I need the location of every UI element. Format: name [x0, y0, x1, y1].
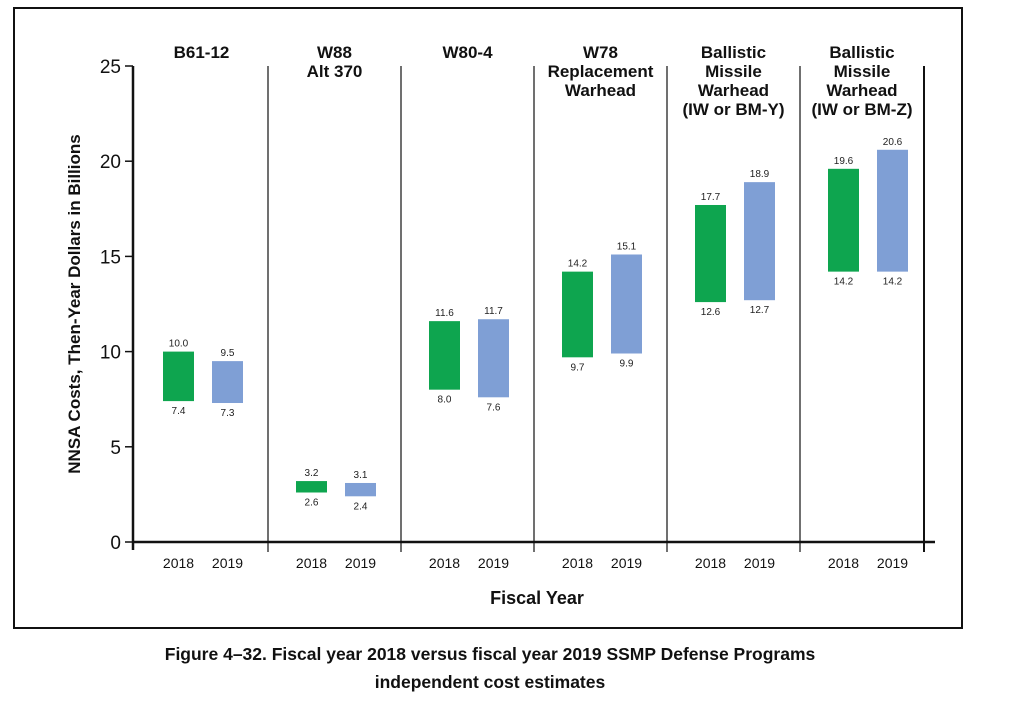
bar-low-label: 14.2	[883, 277, 903, 288]
bar-high-label: 15.1	[617, 241, 637, 252]
bar-low-label: 7.6	[487, 402, 501, 413]
bar-high-label: 11.6	[435, 308, 454, 319]
group-title: Warhead	[565, 81, 636, 100]
bar-high-label: 11.7	[484, 306, 503, 317]
bar-high-label: 3.1	[354, 470, 368, 481]
y-tick-label: 5	[110, 438, 121, 459]
bar-2019	[212, 361, 243, 404]
group-title: (IW or BM-Y)	[683, 100, 785, 119]
bar-2019	[744, 182, 775, 301]
y-tick-label: 25	[100, 57, 121, 78]
x-axis-title: Fiscal Year	[490, 588, 584, 608]
group-title: W78	[583, 43, 618, 62]
group-title: Warhead	[826, 81, 897, 100]
y-tick-label: 0	[110, 533, 121, 554]
bar-low-label: 2.4	[354, 501, 368, 512]
bar-2018	[296, 481, 327, 493]
x-tick-label: 2019	[345, 555, 376, 571]
group-title: Missile	[834, 62, 891, 81]
bar-high-label: 17.7	[701, 192, 721, 203]
bar-2019	[877, 149, 908, 272]
x-tick-label: 2019	[744, 555, 775, 571]
bar-high-label: 19.6	[834, 156, 854, 167]
bar-low-label: 8.0	[438, 395, 452, 406]
bar-high-label: 20.6	[883, 137, 903, 148]
bar-low-label: 7.4	[172, 406, 186, 417]
bar-2019	[345, 482, 376, 497]
bar-low-label: 2.6	[305, 497, 319, 508]
chart-frame	[13, 7, 963, 629]
x-tick-label: 2018	[429, 555, 460, 571]
bar-high-label: 18.9	[750, 169, 770, 180]
figure-caption-line-2: independent cost estimates	[374, 672, 606, 692]
bar-2019	[611, 254, 642, 354]
group-title: Warhead	[698, 81, 769, 100]
bar-2018	[695, 204, 726, 303]
x-tick-label: 2019	[877, 555, 908, 571]
x-tick-label: 2018	[695, 555, 726, 571]
group-title: W88	[317, 43, 352, 62]
y-axis-title: NNSA Costs, Then-Year Dollars in Billion…	[65, 134, 84, 473]
y-tick-label: 20	[100, 152, 121, 173]
bar-2018	[429, 321, 460, 390]
figure-caption-line-1: Figure 4–32. Fiscal year 2018 versus fis…	[164, 644, 816, 664]
x-tick-label: 2018	[828, 555, 859, 571]
bar-high-label: 9.5	[221, 348, 235, 359]
group-title: B61-12	[174, 43, 230, 62]
x-tick-label: 2018	[562, 555, 593, 571]
bar-low-label: 12.6	[701, 307, 721, 318]
bar-high-label: 10.0	[169, 339, 189, 350]
x-tick-label: 2018	[163, 555, 194, 571]
bar-low-label: 12.7	[750, 305, 770, 316]
bar-2018	[163, 351, 194, 402]
bar-2018	[562, 271, 593, 358]
bar-2019	[478, 319, 509, 398]
bar-low-label: 7.3	[221, 408, 235, 419]
x-tick-label: 2019	[611, 555, 642, 571]
group-title: (IW or BM-Z)	[811, 100, 912, 119]
group-title: Ballistic	[701, 43, 766, 62]
group-title: W80-4	[442, 43, 493, 62]
group-title: Ballistic	[829, 43, 894, 62]
y-tick-label: 10	[100, 343, 121, 364]
x-tick-label: 2018	[296, 555, 327, 571]
bar-2018	[828, 168, 859, 272]
y-tick-label: 15	[100, 247, 121, 268]
bar-low-label: 14.2	[834, 277, 854, 288]
bar-high-label: 14.2	[568, 259, 588, 270]
group-title: Missile	[705, 62, 762, 81]
x-tick-label: 2019	[212, 555, 243, 571]
x-tick-label: 2019	[478, 555, 509, 571]
bar-high-label: 3.2	[305, 468, 319, 479]
bar-low-label: 9.9	[620, 359, 634, 370]
group-title: Replacement	[548, 62, 654, 81]
group-title: Alt 370	[307, 62, 363, 81]
bar-low-label: 9.7	[571, 362, 585, 373]
